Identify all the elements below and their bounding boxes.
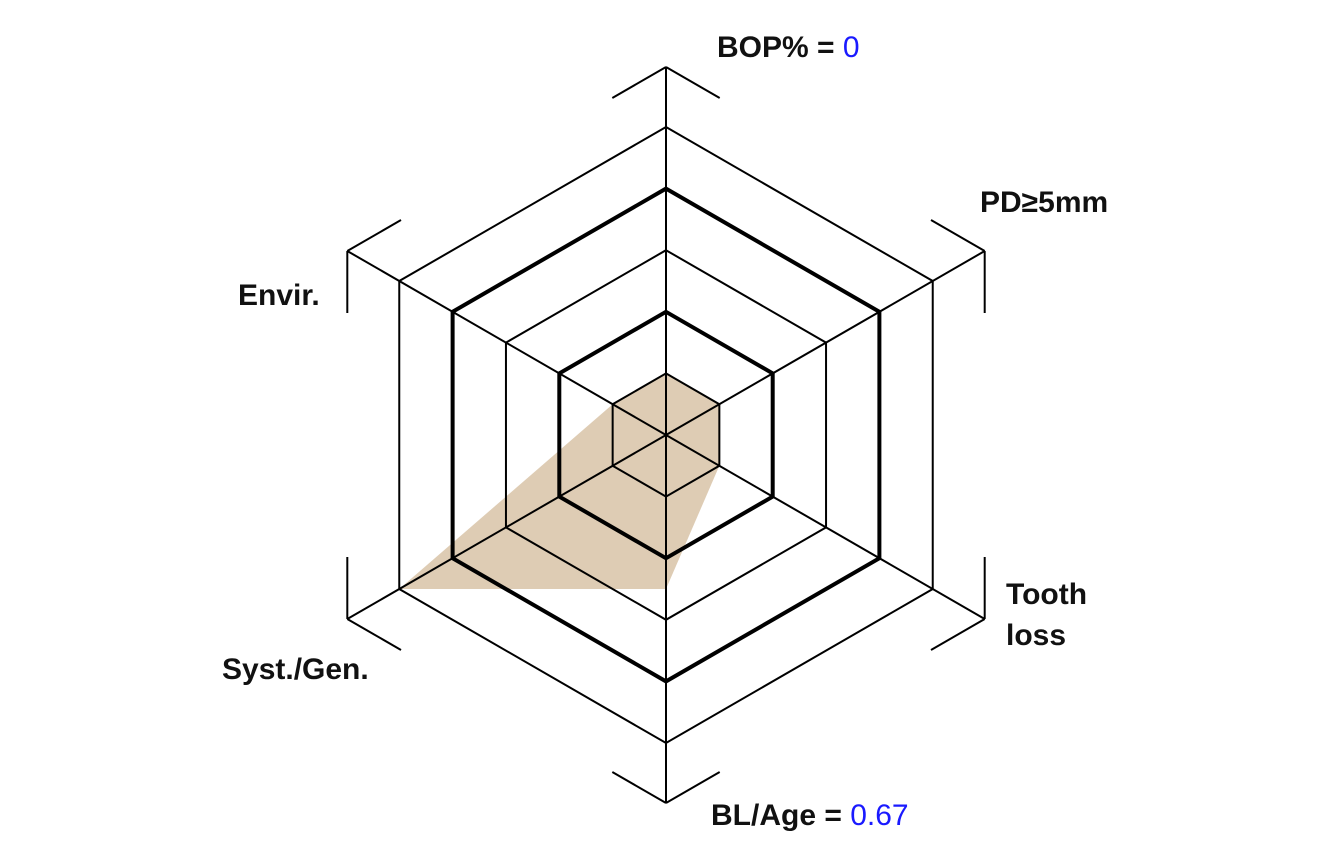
axis-label-bop: BOP% = 0 <box>717 28 860 69</box>
axis-label-tooth-line1: Tooth <box>1006 578 1088 611</box>
axis-cap-0-1 <box>665 66 721 99</box>
axis-name-bop: BOP% = <box>717 31 843 64</box>
axis-line-2 <box>665 434 986 620</box>
axis-label-bl-age: BL/Age = 0.67 <box>711 796 909 837</box>
axis-line-1 <box>665 250 986 436</box>
axis-cap-3-0 <box>665 771 721 804</box>
axis-value-bl-age: 0.67 <box>850 799 909 832</box>
axis-label-tooth-loss: Tooth loss <box>1006 575 1087 656</box>
axis-line-4 <box>346 434 667 620</box>
axis-label-tooth-line2: loss <box>1006 618 1067 652</box>
axis-cap-5-1 <box>346 219 402 252</box>
axis-cap-1-0 <box>930 219 986 252</box>
axis-cap-0-0 <box>611 66 667 99</box>
axis-value-bop: 0 <box>842 31 860 64</box>
axis-label-pd: PD≥5mm <box>980 186 1109 219</box>
axis-label-envir: Envir. <box>238 279 320 312</box>
axis-label-syst-gen: Syst./Gen. <box>222 653 369 686</box>
axis-name-bl-age: BL/Age = <box>711 799 851 832</box>
axis-cap-4-0 <box>346 618 402 651</box>
axis-cap-3-1 <box>611 771 667 804</box>
axis-cap-2-1 <box>930 618 986 651</box>
axis-line-5 <box>346 250 667 436</box>
